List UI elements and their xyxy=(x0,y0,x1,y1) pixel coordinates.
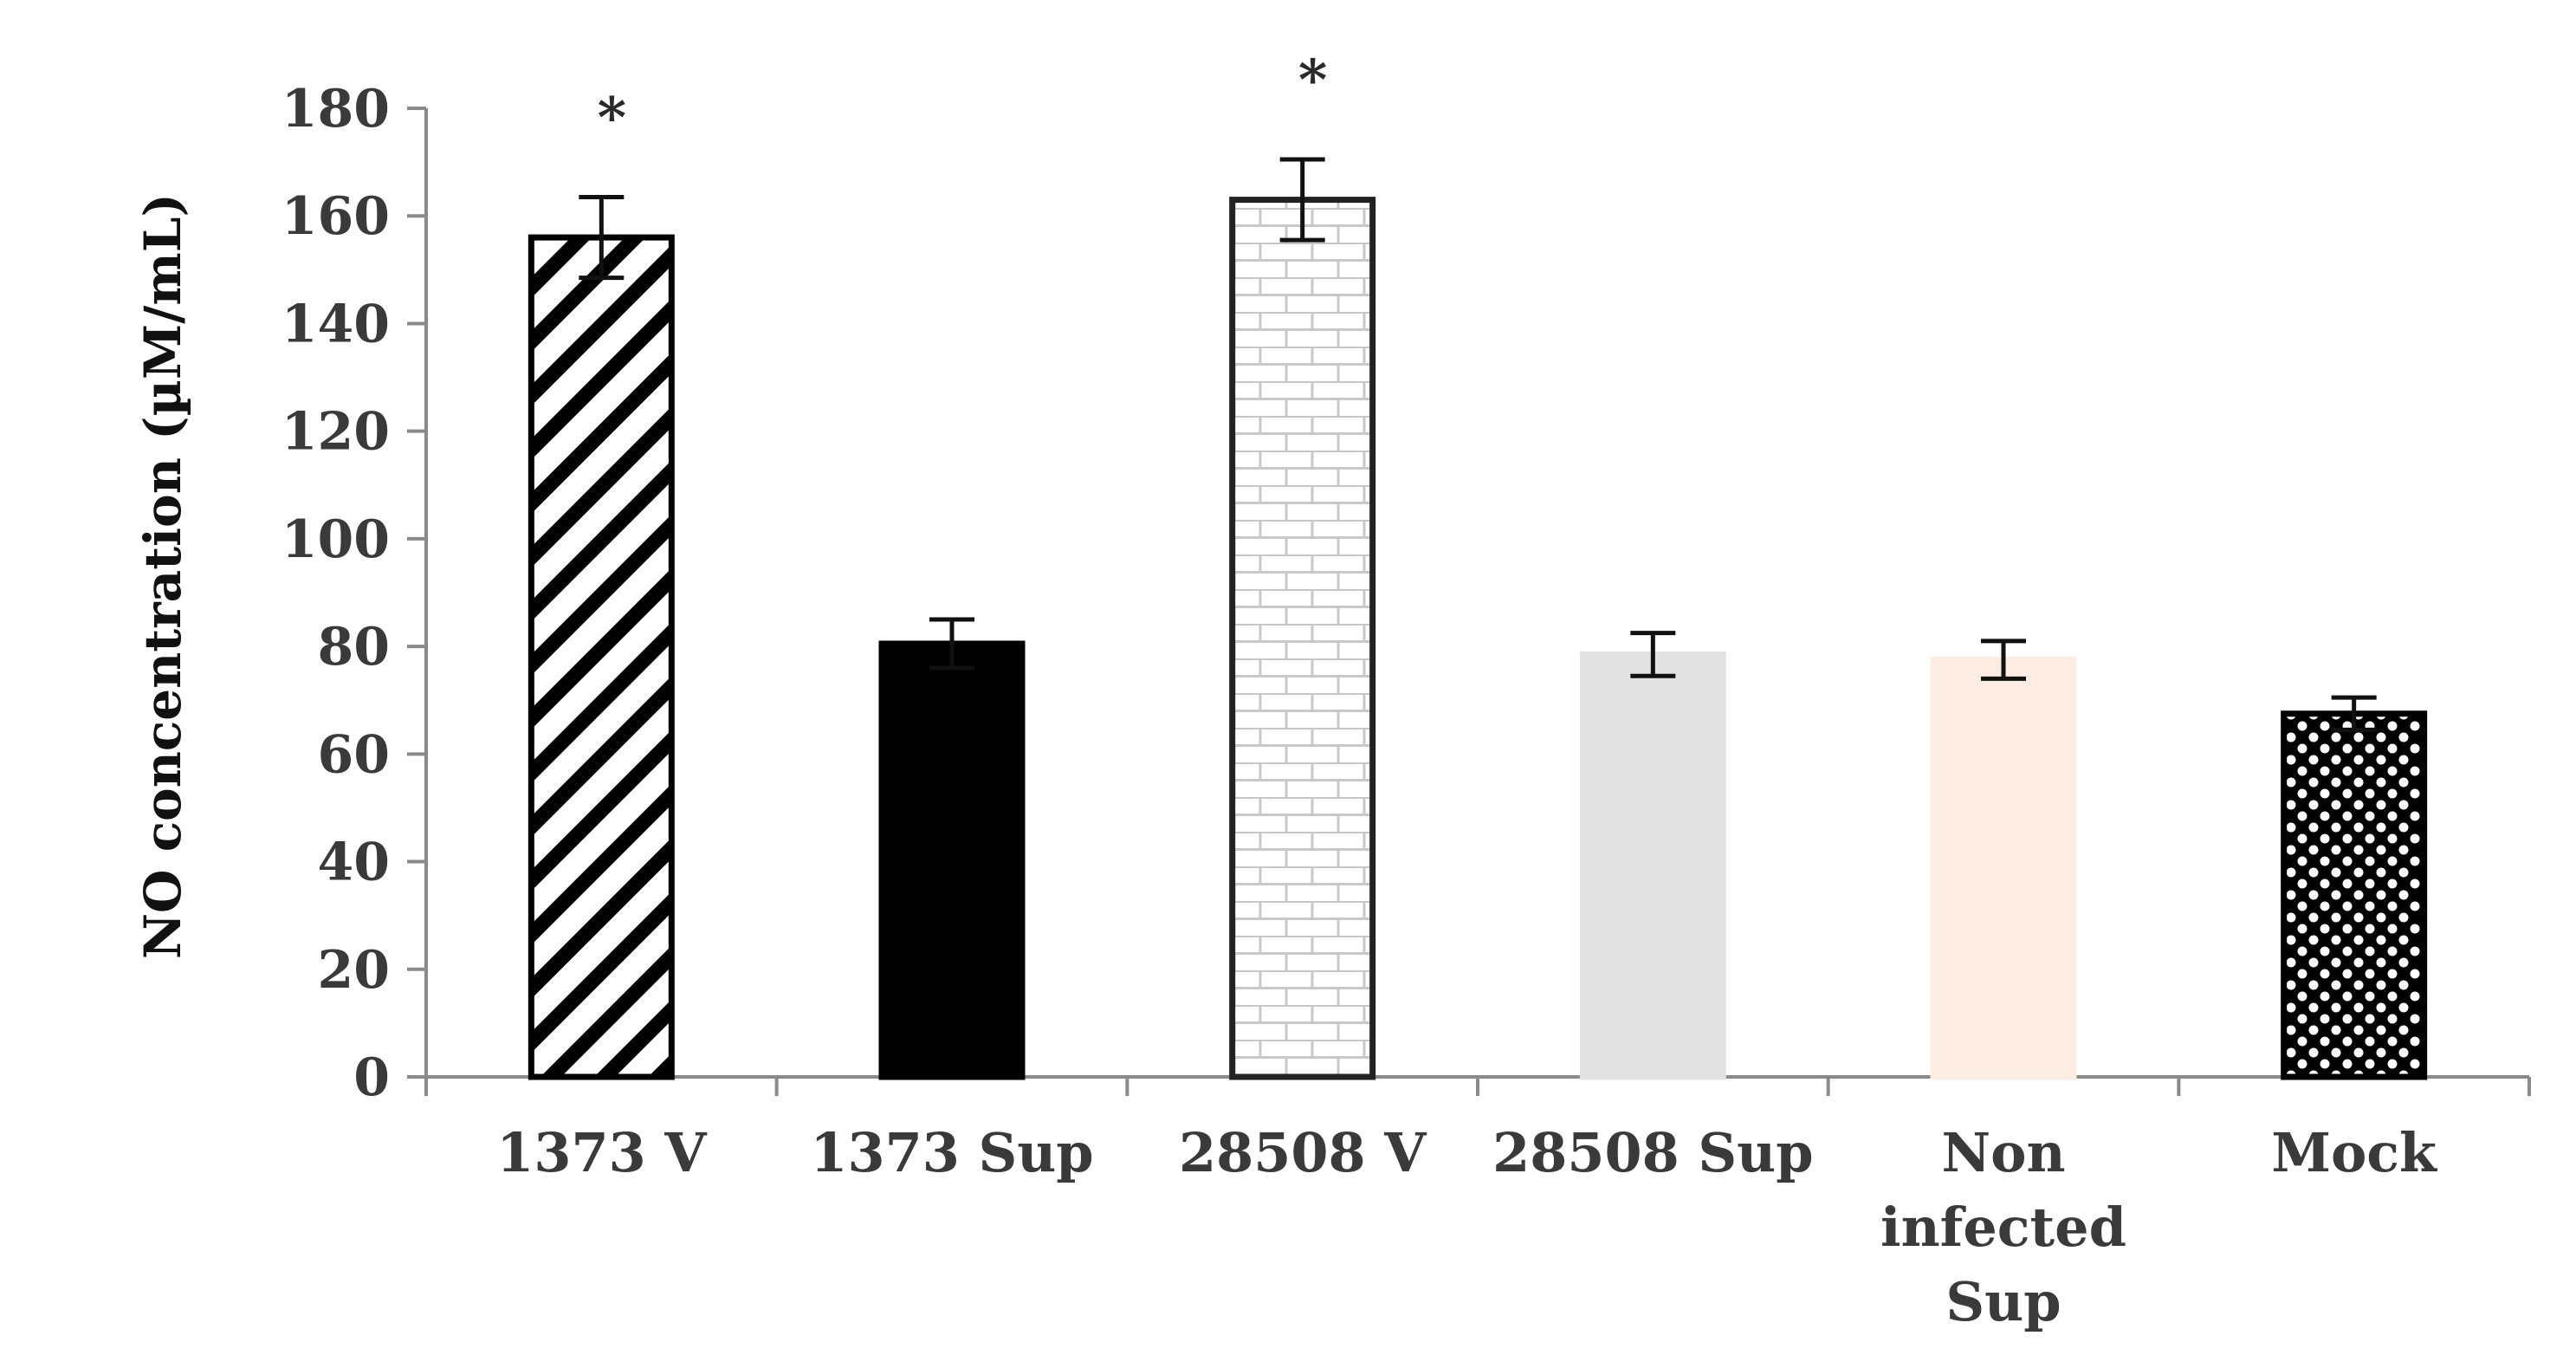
category-label: 1373 V xyxy=(496,1121,707,1184)
significance-marker: * xyxy=(598,85,626,150)
category-label: Non xyxy=(1941,1121,2065,1184)
bar xyxy=(878,640,1026,1080)
y-tick-label: 80 xyxy=(318,617,391,678)
category-label: 1373 Sup xyxy=(810,1121,1093,1184)
bar xyxy=(1229,197,1376,1080)
bar xyxy=(1579,651,1726,1080)
category-label: 28508 Sup xyxy=(1492,1121,1814,1184)
x-axis xyxy=(424,1075,2531,1096)
bar xyxy=(2281,710,2428,1080)
category-label: infected xyxy=(1880,1196,2126,1259)
bars xyxy=(527,197,2428,1080)
y-axis: 0 20 40 60 80 100 120 140 160 180 xyxy=(282,79,428,1108)
error-bars: ** xyxy=(579,48,2377,732)
category-label: Mock xyxy=(2271,1121,2438,1184)
y-tick-label: 120 xyxy=(282,402,390,463)
y-axis-title: NO concentration (µM/mL) xyxy=(133,193,192,959)
y-tick-label: 0 xyxy=(353,1047,390,1108)
y-tick-label: 40 xyxy=(318,833,391,893)
bar xyxy=(527,234,675,1080)
y-tick-label: 160 xyxy=(282,186,390,247)
y-tick-label: 20 xyxy=(318,940,391,1001)
category-label: 28508 V xyxy=(1179,1121,1427,1184)
y-tick-label: 100 xyxy=(282,509,390,570)
y-tick-label: 60 xyxy=(318,724,391,785)
y-tick-label: 180 xyxy=(282,79,390,139)
category-labels: 1373 V 1373 Sup 28508 V 28508 Sup Non infecte… xyxy=(496,1121,2438,1333)
category-label: Sup xyxy=(1945,1270,2061,1333)
significance-marker: * xyxy=(1298,48,1327,113)
bar xyxy=(1930,657,2077,1080)
y-tick-label: 140 xyxy=(282,294,390,354)
